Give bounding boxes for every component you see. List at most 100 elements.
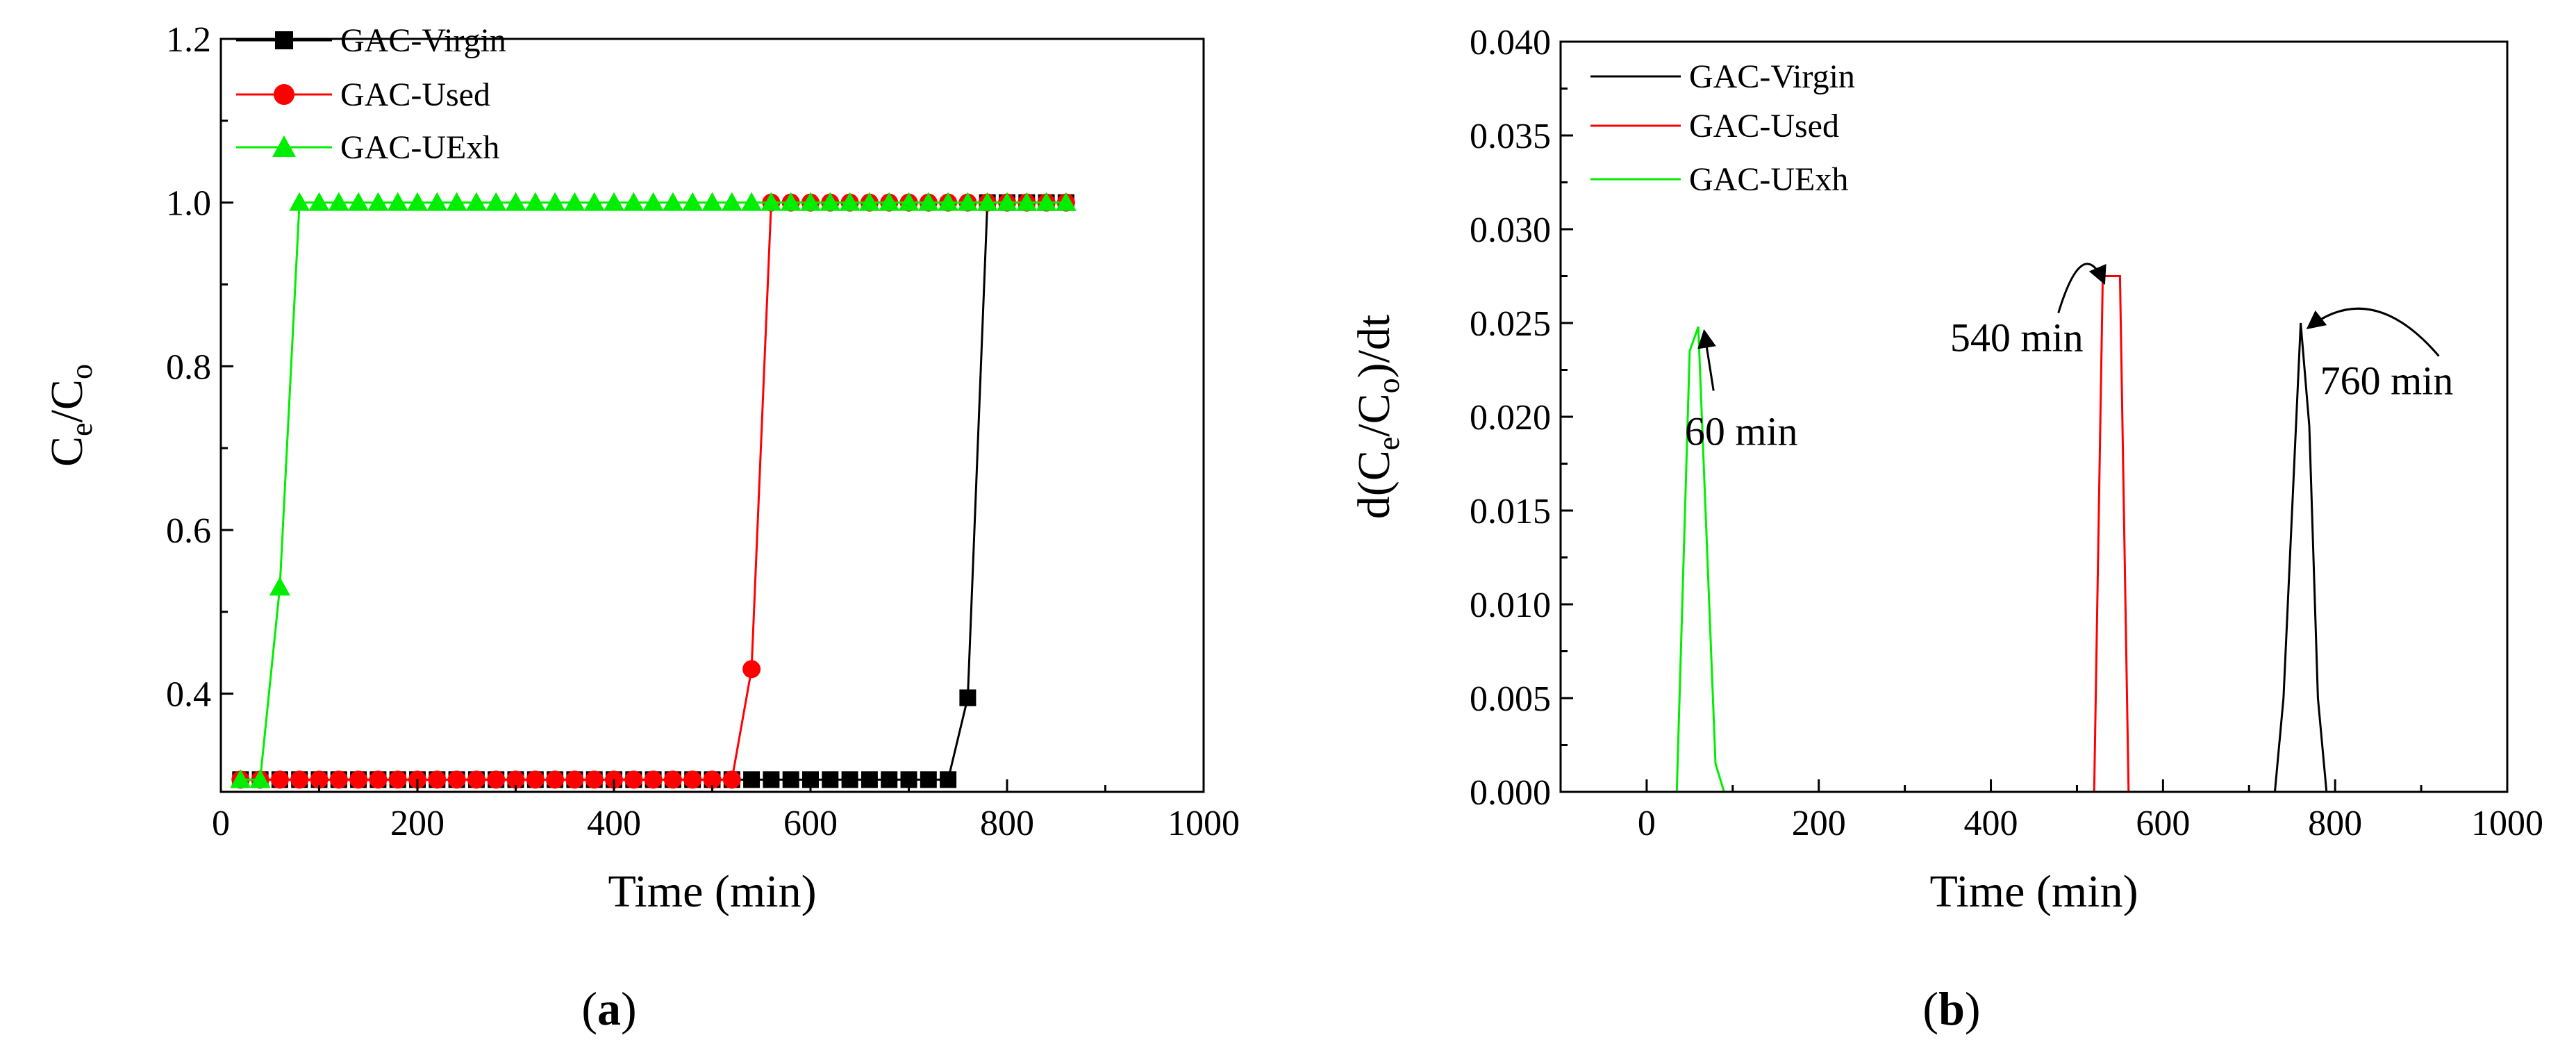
legend-label-gac-uexh: GAC-UExh — [340, 129, 499, 166]
data-point-gac-virgin — [940, 771, 957, 788]
data-point-gac-uexh — [230, 769, 251, 788]
annotation-arrow-760-min — [2306, 307, 2440, 357]
chart-b-y-tick-label: 0.020 — [1470, 398, 1551, 438]
data-point-gac-uexh — [407, 192, 428, 211]
chart-b-y-label-pre: d(C — [1349, 450, 1399, 519]
data-point-gac-used — [290, 770, 309, 789]
chart-a-y-tick-label: 1.0 — [166, 184, 211, 224]
data-point-gac-used — [270, 770, 289, 789]
legend-item-gac-uexh: GAC-UExh — [236, 129, 499, 166]
chart-a: 0 200 400 600 800 1000 0.4 0.6 0.8 1.0 1.2 Time (… — [42, 20, 1240, 1035]
data-point-gac-used — [722, 770, 741, 789]
chart-a-y-label-main: C — [42, 436, 92, 467]
annotation-arrow-540-min — [2057, 263, 2106, 313]
data-point-gac-uexh — [780, 192, 801, 211]
chart-b-x-axis-label: Time (min) — [1929, 866, 2138, 917]
chart-a-line-gac-used — [240, 201, 1066, 781]
chart-b-y-axis-label: d(Ce/Co)/dt — [1349, 315, 1406, 520]
chart-b-y-tick-label: 0.040 — [1470, 23, 1551, 63]
data-point-gac-virgin — [822, 771, 839, 788]
chart-b-x-tick-label: 600 — [2136, 804, 2190, 843]
data-point-gac-uexh — [308, 192, 330, 211]
legend-b-item-gac-virgin: GAC-Virgin — [1590, 58, 1855, 95]
data-point-gac-used — [526, 770, 545, 789]
chart-b-x-tick-label: 800 — [2308, 804, 2362, 843]
data-point-gac-used — [742, 660, 761, 679]
chart-a-series-gac-uexh — [230, 192, 1077, 788]
chart-b-y-label-sub2: o — [1372, 378, 1406, 393]
data-point-gac-uexh — [289, 192, 310, 211]
data-point-gac-uexh — [879, 192, 900, 211]
chart-a-x-tick-label: 600 — [783, 804, 838, 843]
data-point-gac-used — [487, 770, 506, 789]
chart-b-y-tick-label: 0.035 — [1470, 117, 1551, 156]
chart-b-y-tick-label: 0.010 — [1470, 586, 1551, 625]
chart-b-y-tick-label: 0.025 — [1470, 304, 1551, 344]
legend-item-gac-used: GAC-Used — [236, 76, 490, 113]
chart-a-y-tick-label: 0.8 — [166, 347, 211, 387]
chart-b-y-ticks: 0.000 0.005 0.010 0.015 0.020 0.025 0.030 0.035… — [1470, 23, 1573, 813]
chart-a-x-tick-label: 800 — [980, 804, 1034, 843]
legend-b-item-gac-used: GAC-Used — [1590, 108, 1839, 144]
data-point-gac-uexh — [524, 192, 546, 211]
data-point-gac-uexh — [583, 192, 605, 211]
data-point-gac-uexh — [938, 192, 959, 211]
data-point-gac-used — [428, 770, 447, 789]
legend-marker-gac-uexh — [272, 135, 296, 157]
chart-b-y-label-sub1: e — [1372, 437, 1406, 451]
data-point-gac-uexh — [997, 192, 1017, 211]
data-point-gac-used — [585, 770, 604, 789]
legend-b-label-gac-virgin: GAC-Virgin — [1689, 58, 1855, 95]
chart-b-x-tick-label: 200 — [1792, 804, 1846, 843]
data-point-gac-used — [624, 770, 643, 789]
annotation-60-min: 60 min — [1685, 329, 1798, 454]
data-point-gac-used — [506, 770, 525, 789]
data-point-gac-virgin — [841, 771, 858, 788]
chart-a-y-tick-label: 1.2 — [166, 20, 211, 60]
chart-b-x-ticks: 0 200 400 600 800 1000 — [1559, 779, 2543, 843]
data-point-gac-uexh — [446, 192, 467, 211]
chart-b-series-gac-uexh — [1675, 326, 1725, 793]
chart-a-x-tick-label: 1000 — [1167, 804, 1240, 843]
panel-b-letter: b — [1938, 982, 1965, 1035]
chart-b-y-tick-label: 0.005 — [1470, 679, 1551, 719]
data-point-gac-virgin — [920, 771, 937, 788]
legend-marker-gac-virgin — [275, 31, 293, 49]
chart-b-y-tick-label: 0.000 — [1470, 773, 1551, 813]
legend-b-label-gac-used: GAC-Used — [1689, 108, 1839, 144]
data-point-gac-uexh — [957, 192, 979, 211]
data-point-gac-used — [663, 770, 682, 789]
data-point-gac-uexh — [662, 192, 683, 211]
chart-b-legend: GAC-Virgin GAC-Used GAC-UExh — [1590, 58, 1855, 198]
legend-marker-gac-used — [274, 84, 294, 105]
data-point-gac-uexh — [387, 192, 408, 211]
data-point-gac-uexh — [545, 192, 566, 211]
data-point-gac-uexh — [858, 192, 880, 211]
data-point-gac-used — [703, 770, 722, 789]
legend-b-item-gac-uexh: GAC-UExh — [1590, 161, 1848, 198]
legend-item-gac-virgin: GAC-Virgin — [236, 22, 506, 59]
chart-b-line-gac-uexh — [1675, 326, 1725, 793]
annotation-540-min: 540 min — [1950, 263, 2106, 361]
data-point-gac-virgin — [743, 771, 761, 788]
legend-label-gac-virgin: GAC-Virgin — [340, 22, 506, 59]
chart-b-annotations: 60 min 540 min 760 min — [1685, 263, 2453, 454]
chart-b-line-gac-virgin — [2273, 322, 2328, 793]
chart-b-y-label-mid: /C — [1349, 393, 1399, 436]
data-point-gac-used — [349, 770, 368, 789]
data-point-gac-uexh — [1016, 192, 1038, 211]
data-point-gac-uexh — [917, 192, 939, 211]
chart-b: 0 200 400 600 800 1000 0.0000.0050.0100.0150.… — [1349, 23, 2543, 1035]
data-point-gac-used — [329, 770, 348, 789]
chart-a-series-layer — [230, 192, 1077, 789]
chart-a-x-tick-label: 0 — [212, 804, 230, 843]
legend-label-gac-used: GAC-Used — [340, 76, 490, 113]
chart-b-y-tick-label: 0.030 — [1470, 210, 1551, 250]
data-point-gac-uexh — [564, 192, 585, 211]
chart-a-series-gac-used — [231, 193, 1075, 789]
chart-b-x-tick-label: 0 — [1638, 804, 1656, 843]
data-point-gac-uexh — [367, 192, 389, 211]
chart-a-y-label-sub2: o — [65, 364, 99, 379]
data-point-gac-uexh — [505, 192, 526, 211]
chart-a-series-gac-virgin — [232, 194, 1074, 788]
